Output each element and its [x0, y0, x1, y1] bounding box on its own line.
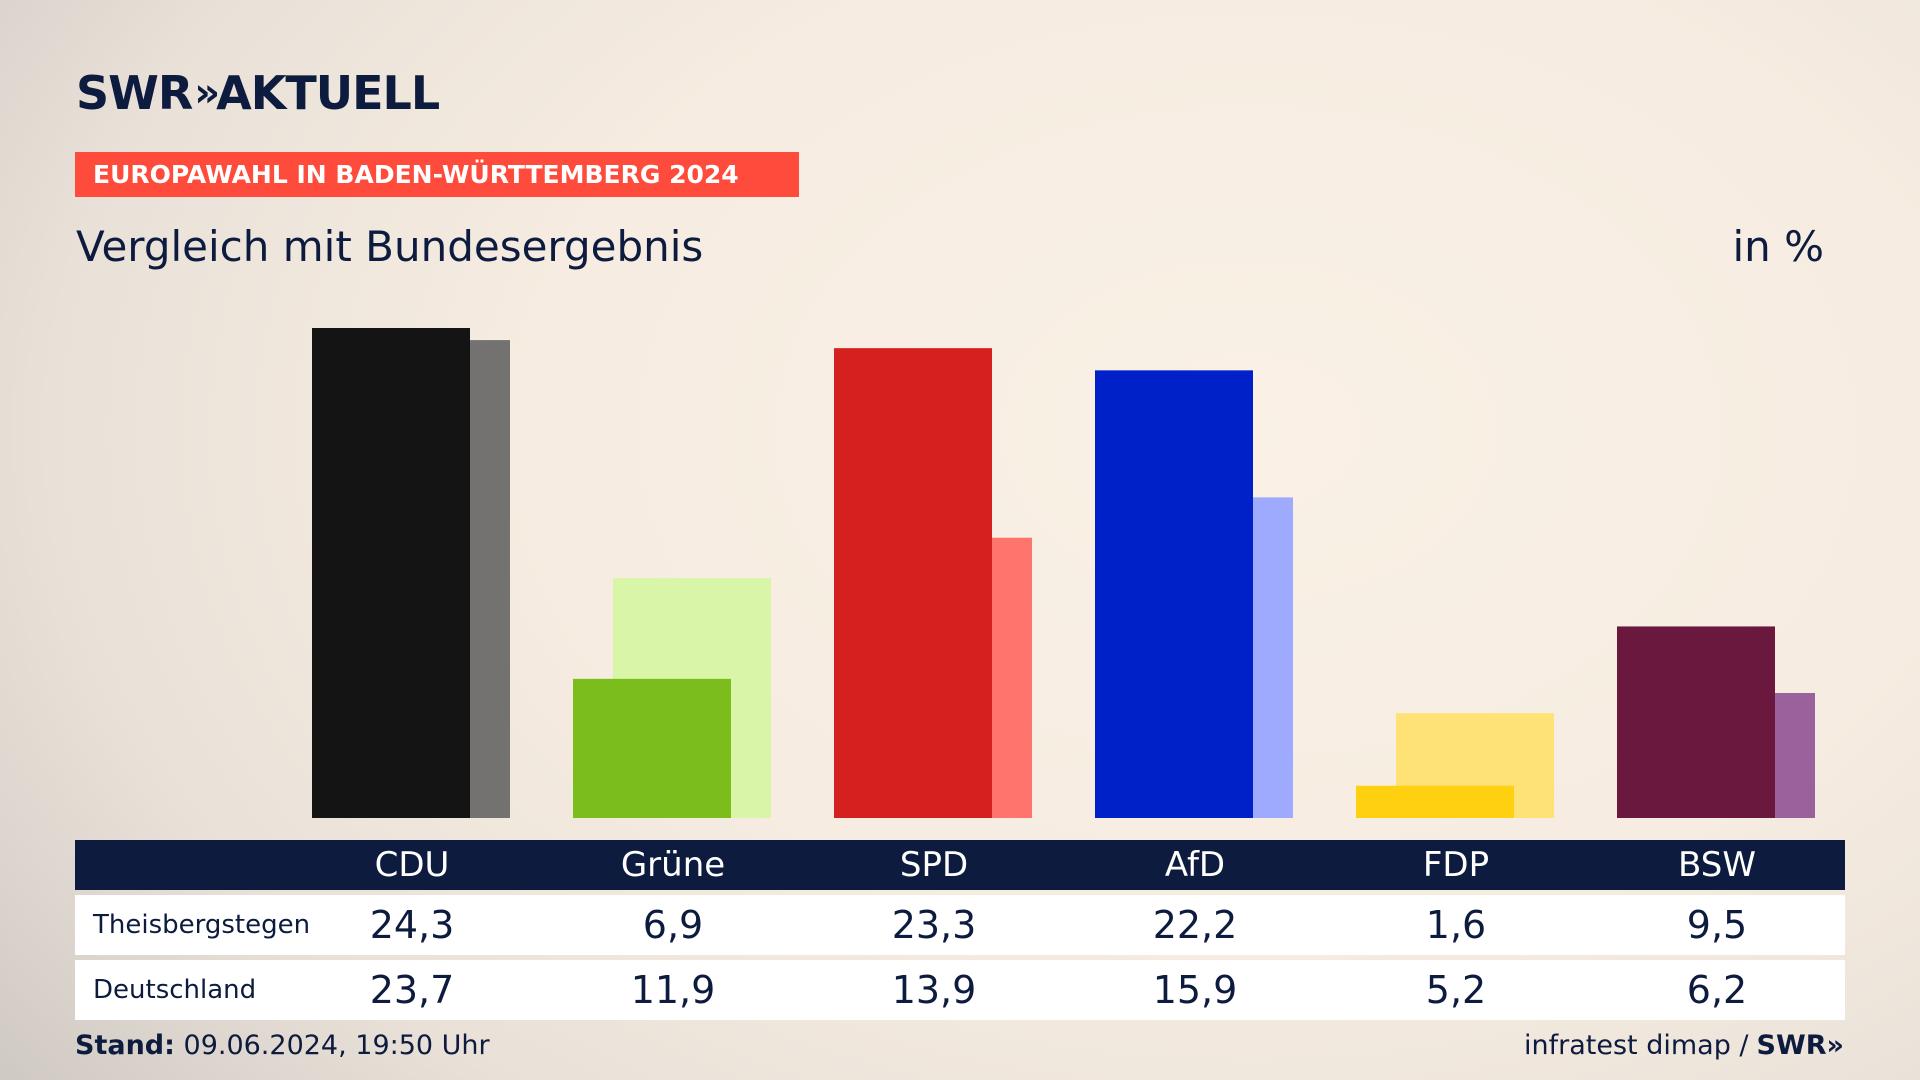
- source-footer: infratest dimap / SWR»: [1524, 1030, 1844, 1061]
- bar-theisbergstegen-afd: [1095, 370, 1253, 818]
- value-deutschland-cdu: 23,7: [369, 968, 455, 1012]
- row-label: Theisbergstegen: [93, 910, 311, 940]
- party-label-afd: AfD: [1164, 845, 1226, 885]
- table-row-deutschland: Deutschland 23,7 11,9 13,9 15,9 5,2 6,2: [75, 960, 1845, 1020]
- table-header: CDU Grüne SPD AfD FDP BSW: [75, 840, 1845, 890]
- value-deutschland-afd: 15,9: [1152, 968, 1238, 1012]
- party-label-spd: SPD: [899, 845, 969, 885]
- bar-theisbergstegen-bsw: [1617, 626, 1775, 818]
- stand-value: 09.06.2024, 19:50 Uhr: [183, 1030, 490, 1061]
- election-tag: EUROPAWAHL IN BADEN-WÜRTTEMBERG 2024: [75, 152, 799, 197]
- source-swr-logo: SWR»: [1756, 1030, 1844, 1061]
- bar-theisbergstegen-gruene: [573, 678, 731, 818]
- value-deutschland-bsw: 6,2: [1686, 968, 1748, 1012]
- source-text: infratest dimap /: [1524, 1030, 1749, 1061]
- chart-subtitle: Vergleich mit Bundesergebnis: [76, 222, 704, 271]
- value-deutschland-gruene: 11,9: [630, 968, 716, 1012]
- value-theisbergstegen-fdp: 1,6: [1425, 903, 1487, 947]
- results-table: CDU Grüne SPD AfD FDP BSW Theisbergstegen 24,…: [75, 840, 1845, 1020]
- value-deutschland-spd: 13,9: [891, 968, 977, 1012]
- swr-aktuell-logo: SWR » AKTUELL: [76, 66, 440, 120]
- value-deutschland-fdp: 5,2: [1425, 968, 1487, 1012]
- party-label-cdu: CDU: [374, 845, 450, 885]
- party-label-bsw: BSW: [1678, 845, 1756, 885]
- bar-theisbergstegen-spd: [834, 348, 992, 818]
- row-label: Deutschland: [93, 975, 257, 1005]
- bar-theisbergstegen-fdp: [1356, 785, 1514, 818]
- value-theisbergstegen-spd: 23,3: [891, 903, 977, 947]
- value-theisbergstegen-bsw: 9,5: [1686, 903, 1748, 947]
- unit-label: in %: [1732, 222, 1824, 271]
- party-label-gruene: Grüne: [620, 845, 726, 885]
- value-theisbergstegen-afd: 22,2: [1152, 903, 1238, 947]
- party-label-fdp: FDP: [1422, 845, 1490, 885]
- stand-footer: Stand: 09.06.2024, 19:50 Uhr: [75, 1030, 490, 1061]
- value-theisbergstegen-gruene: 6,9: [642, 903, 704, 947]
- stand-label: Stand:: [75, 1030, 175, 1061]
- bar-theisbergstegen-cdu: [312, 328, 470, 818]
- value-theisbergstegen-cdu: 24,3: [369, 903, 455, 947]
- logo-swr: SWR: [76, 66, 193, 120]
- logo-aktuell: AKTUELL: [216, 66, 440, 120]
- table-row-theisbergstegen: Theisbergstegen 24,3 6,9 23,3 22,2 1,6 9,5: [75, 895, 1845, 955]
